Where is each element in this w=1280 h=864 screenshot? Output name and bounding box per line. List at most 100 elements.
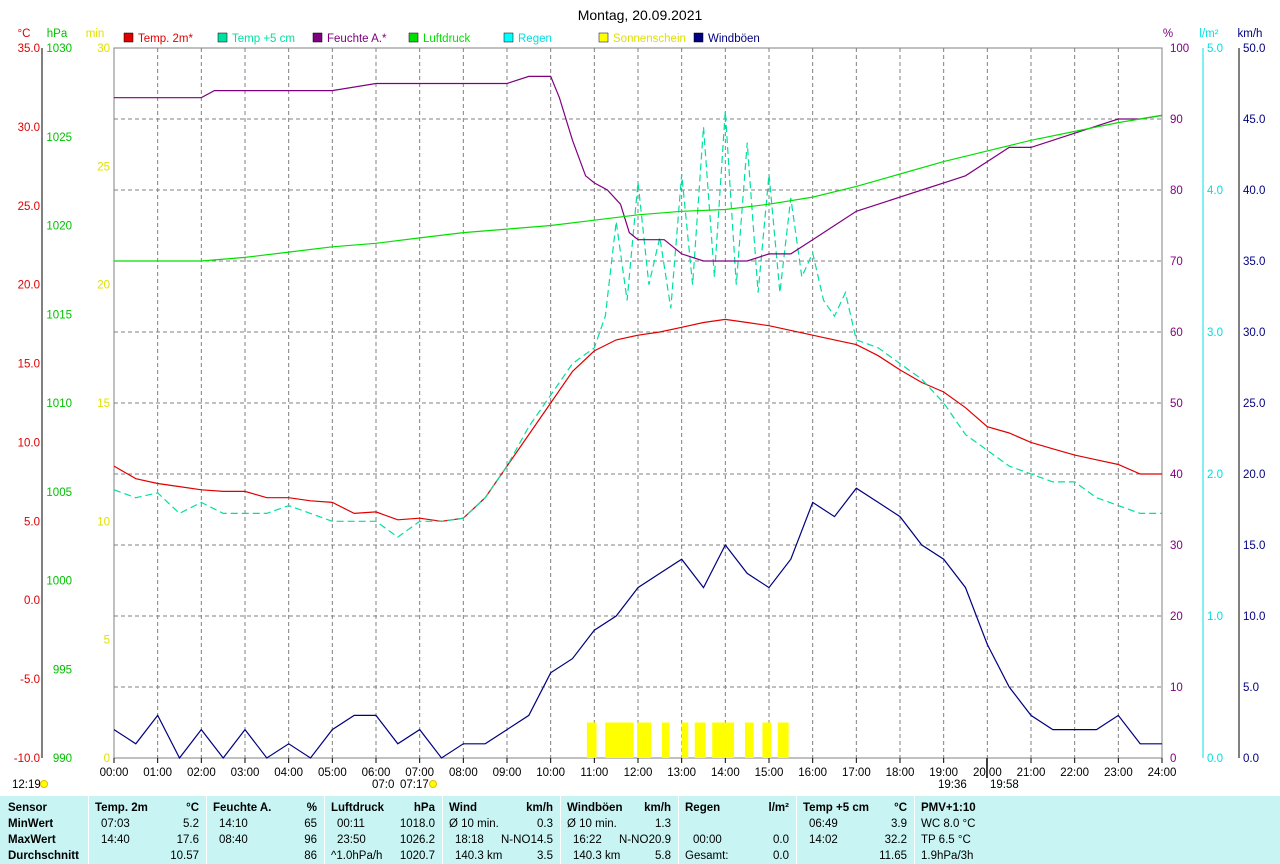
temp-tick-label: 30.0 — [18, 122, 40, 134]
windboen-max-dir: N-NO — [619, 834, 649, 846]
wind-axis-unit: km/h — [1238, 28, 1263, 40]
humidity-tick-label: 0 — [1170, 753, 1176, 765]
temp5cm-max-time: 14:02 — [809, 834, 838, 846]
humidity-tick-label: 10 — [1170, 682, 1183, 694]
series-line-temp-2m — [113, 318, 1162, 522]
luftdruck-avg: 1020.7 — [399, 850, 435, 862]
pmv-windchill: WC 8.0 °C — [921, 818, 976, 830]
pmv-dewpoint: TP 6.5 °C — [921, 834, 971, 846]
x-tick-label: 19:00 — [929, 767, 958, 779]
windboen-header: Windböen — [567, 802, 623, 814]
series-line-temp-5-cm — [113, 111, 1162, 538]
sunshine-bar — [694, 722, 706, 758]
windboen-distance: 140.3 km — [573, 850, 621, 862]
sunshine-bar — [777, 722, 789, 758]
x-tick-label: 16:00 — [798, 767, 827, 779]
legend-swatch — [217, 32, 228, 43]
series-line-windb-en — [113, 487, 1162, 760]
temp5cm-max: 32.2 — [884, 834, 907, 846]
regen-header: Regen — [685, 802, 721, 814]
x-tick-label: 17:00 — [842, 767, 871, 779]
legend-label: Regen — [518, 33, 552, 45]
temp-tick-label: 5.0 — [24, 516, 40, 528]
legend-swatch — [503, 32, 514, 43]
luftdruck-min-time: 00:11 — [337, 818, 365, 830]
pressure-tick-label: 995 — [53, 664, 72, 676]
temp5cm-unit: °C — [894, 802, 907, 814]
x-tick-label: 10:00 — [536, 767, 565, 779]
wind-tick-label: 0.0 — [1243, 753, 1259, 765]
pressure-tick-label: 1025 — [46, 132, 72, 144]
sunrise-minus-label: 07:0 — [372, 779, 394, 791]
rain-axis-unit: l/m² — [1199, 28, 1218, 40]
legend-swatch — [408, 32, 419, 43]
temp5cm-avg: 11.65 — [879, 850, 907, 862]
wind-min-label: Ø 10 min. — [449, 818, 499, 830]
regen-total: 0.0 — [773, 850, 789, 862]
section-regen: Regen l/m² 00:00 0.0 Gesamt: 0.0 — [678, 796, 797, 864]
rain-tick-label: 1.0 — [1207, 611, 1223, 623]
wind-header: Wind — [449, 802, 477, 814]
rain-tick-label: 2.0 — [1207, 469, 1223, 481]
x-tick-label: 12:00 — [624, 767, 653, 779]
legend-label: Windböen — [708, 33, 760, 45]
temp-axis-unit: °C — [18, 28, 31, 40]
temp-tick-label: 0.0 — [24, 595, 40, 607]
sunshine-bar — [712, 722, 735, 758]
pressure-tick-label: 1015 — [46, 309, 72, 321]
sun-tick-label: 5 — [104, 635, 110, 647]
temp2m-min: 5.2 — [183, 818, 199, 830]
series-line-luftdruck — [114, 114, 1163, 262]
legend-swatch — [123, 32, 134, 43]
noon-marker-label: 12:19 — [12, 779, 41, 791]
legend-label: Feuchte A.* — [327, 33, 387, 45]
feuchte-header: Feuchte A. — [213, 802, 272, 814]
luftdruck-min: 1018.0 — [399, 818, 435, 830]
humidity-axis-unit: % — [1163, 28, 1173, 40]
humidity-tick-label: 40 — [1170, 469, 1183, 481]
temp-tick-label: 35.0 — [18, 43, 40, 55]
wind-tick-label: 30.0 — [1243, 327, 1265, 339]
luftdruck-max: 1026.2 — [399, 834, 435, 846]
temp-tick-label: 15.0 — [18, 359, 40, 371]
sun-tick-label: 15 — [97, 398, 110, 410]
x-tick-label: 05:00 — [318, 767, 347, 779]
humidity-tick-label: 50 — [1170, 398, 1183, 410]
temp2m-min-time: 07:03 — [101, 818, 130, 830]
wind-tick-label: 15.0 — [1243, 540, 1265, 552]
x-tick-label: 21:00 — [1017, 767, 1046, 779]
humidity-tick-label: 60 — [1170, 327, 1183, 339]
temp-tick-label: 25.0 — [18, 201, 40, 213]
summary-table: Sensor MinWert MaxWert Durchschnitt Temp… — [0, 796, 1280, 864]
regen-unit: l/m² — [768, 802, 789, 814]
windboen-min: 1.3 — [655, 818, 671, 830]
luftdruck-unit: hPa — [413, 802, 435, 814]
x-tick-label: 01:00 — [143, 767, 172, 779]
wind-tick-label: 45.0 — [1243, 114, 1265, 126]
sun-axis-unit: min — [86, 28, 105, 40]
x-tick-label: 02:00 — [187, 767, 216, 779]
sun-tick-label: 25 — [97, 161, 110, 173]
pressure-axis-unit: hPa — [47, 28, 68, 40]
wind-tick-label: 20.0 — [1243, 469, 1265, 481]
windboen-unit: km/h — [644, 802, 671, 814]
rain-tick-label: 5.0 — [1207, 43, 1223, 55]
legend-swatch — [312, 32, 323, 43]
noon-marker-icon — [40, 780, 48, 788]
sunshine-bar — [681, 722, 689, 758]
wind-avg: 3.5 — [537, 850, 553, 862]
feuchte-max: 96 — [304, 834, 317, 846]
sunshine-bar — [762, 722, 772, 758]
pressure-tick-label: 1005 — [46, 487, 72, 499]
temp2m-unit: °C — [186, 802, 199, 814]
x-tick-label: 08:00 — [449, 767, 478, 779]
legend-label: Temp +5 cm — [232, 33, 295, 45]
x-tick-label: 07:00 — [405, 767, 434, 779]
humidity-tick-label: 100 — [1170, 43, 1189, 55]
pmv-header: PMV+1:10 — [921, 802, 976, 814]
feuchte-min-time: 14:10 — [219, 818, 248, 830]
x-tick-label: 03:00 — [231, 767, 260, 779]
sun-tick-label: 10 — [97, 516, 110, 528]
sun-tick-label: 0 — [104, 753, 110, 765]
